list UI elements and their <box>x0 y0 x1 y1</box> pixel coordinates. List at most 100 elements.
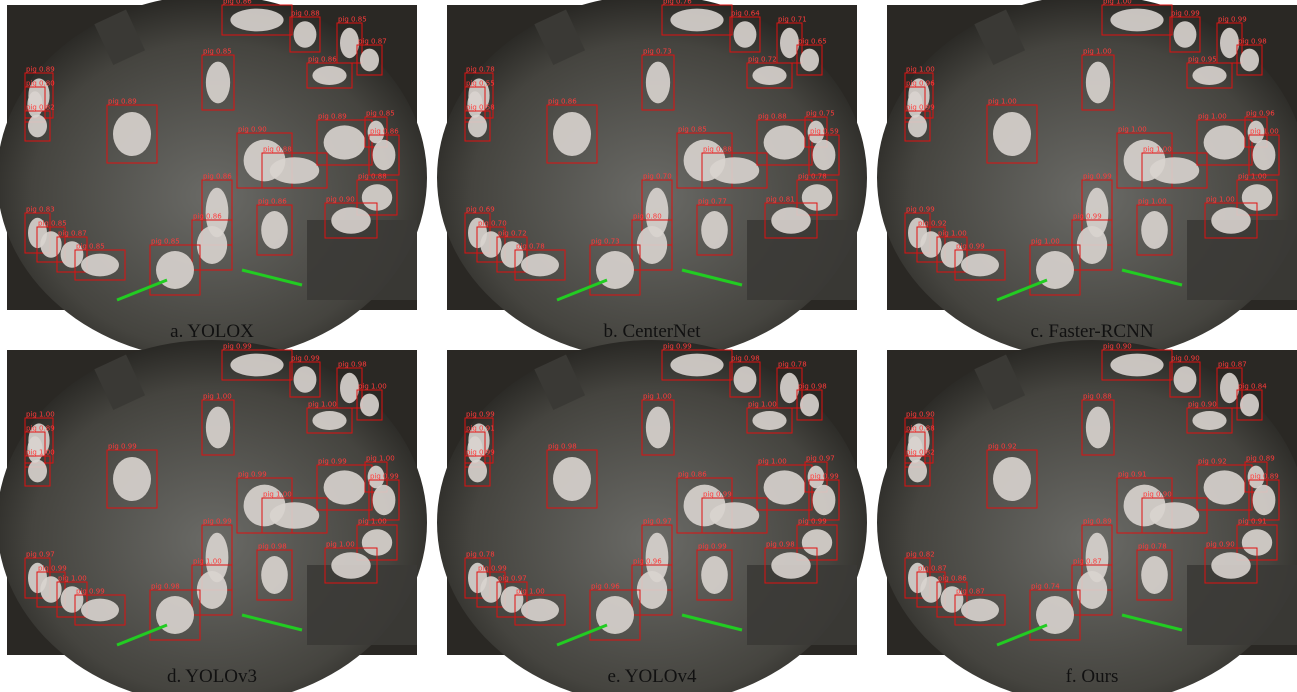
panel-caption: e. YOLOv4 <box>608 666 697 687</box>
detection-label: pig 0.89 <box>1246 455 1275 463</box>
pig <box>771 207 811 234</box>
pig <box>270 157 319 184</box>
detection-label: pig 0.72 <box>748 56 777 64</box>
pig <box>813 485 836 515</box>
detection-label: pig 0.99 <box>698 543 727 551</box>
detection-label: pig 0.99 <box>238 471 267 479</box>
figure-canvas: pig 0.86 pig 0.88 pig 0.85 pig 0.87 pig 0.86… <box>0 0 1297 692</box>
panel-caption: b. CenterNet <box>603 321 701 342</box>
detection-label: pig 0.91 <box>1238 518 1267 526</box>
detection-label: pig 0.88 <box>291 10 320 18</box>
pig <box>28 460 47 483</box>
detection-label: pig 0.86 <box>678 471 707 479</box>
detection-label: pig 0.99 <box>810 473 839 481</box>
pig <box>553 112 591 156</box>
pig <box>752 411 786 430</box>
pig <box>993 457 1031 501</box>
pig <box>1086 62 1110 104</box>
detection-label: pig 1.00 <box>58 575 87 583</box>
pig <box>1211 552 1251 579</box>
detection-label: pig 0.89 <box>318 113 347 121</box>
pig <box>646 407 670 449</box>
pig <box>312 411 346 430</box>
detection-label: pig 0.99 <box>906 104 935 112</box>
pig <box>373 140 396 170</box>
pig <box>710 502 759 529</box>
detection-label: pig 1.00 <box>263 491 292 499</box>
panel-caption: d. YOLOv3 <box>167 666 257 687</box>
detection-label: pig 0.78 <box>1138 543 1167 551</box>
detection-label: pig 0.96 <box>591 583 620 591</box>
panel: pig 0.99pig 0.98pig 0.78pig 0.98pig 1.00… <box>437 340 867 692</box>
pig <box>1110 354 1163 377</box>
detection-label: pig 1.00 <box>516 588 545 596</box>
pig <box>206 407 230 449</box>
pig <box>197 226 227 264</box>
detection-label: pig 1.00 <box>358 383 387 391</box>
pig <box>637 226 667 264</box>
detection-label: pig 0.86 <box>308 56 337 64</box>
detection-label: pig 0.78 <box>798 173 827 181</box>
pig <box>764 125 806 159</box>
detection-label: pig 0.87 <box>1218 361 1247 369</box>
pig <box>710 157 759 184</box>
pig <box>373 485 396 515</box>
detection-label: pig 0.76 <box>663 0 692 6</box>
detection-label: pig 0.88 <box>906 425 935 433</box>
detection-label: pig 0.90 <box>1103 343 1132 351</box>
pig <box>521 599 559 622</box>
pig <box>340 373 359 403</box>
pig <box>764 470 806 504</box>
detection-label: pig 0.98 <box>1238 38 1267 46</box>
pig <box>993 112 1031 156</box>
detection-label: pig 1.00 <box>1238 173 1267 181</box>
pig <box>331 552 371 579</box>
pig <box>1240 49 1259 72</box>
detection-label: pig 0.65 <box>798 38 827 46</box>
detection-label: pig 0.75 <box>806 110 835 118</box>
detection-label: pig 0.99 <box>1218 16 1247 24</box>
pig <box>800 49 819 72</box>
pig <box>230 9 283 32</box>
detection-label: pig 0.78 <box>466 66 495 74</box>
pig <box>813 140 836 170</box>
detection-label: pig 0.89 <box>108 98 137 106</box>
detection-label: pig 0.89 <box>26 425 55 433</box>
detection-label: pig 0.99 <box>76 588 105 596</box>
pen-wall <box>307 220 417 300</box>
detection-label: pig 0.97 <box>498 575 527 583</box>
detection-label: pig 0.97 <box>643 518 672 526</box>
detection-label: pig 0.85 <box>76 243 105 251</box>
pig <box>1077 226 1107 264</box>
detection-label: pig 1.00 <box>988 98 1017 106</box>
pig <box>1192 411 1226 430</box>
pig <box>670 354 723 377</box>
pig <box>1253 140 1276 170</box>
pig <box>908 460 927 483</box>
detection-label: pig 0.81 <box>766 196 795 204</box>
pig <box>961 254 999 277</box>
detection-label: pig 1.00 <box>1031 238 1060 246</box>
pig <box>230 354 283 377</box>
pig <box>780 373 799 403</box>
detection-label: pig 0.71 <box>778 16 807 24</box>
pig <box>1110 9 1163 32</box>
detection-label: pig 0.99 <box>223 343 252 351</box>
detection-label: pig 0.77 <box>698 198 727 206</box>
pig <box>734 366 757 393</box>
detection-label: pig 0.85 <box>151 238 180 246</box>
detection-label: pig 1.00 <box>366 455 395 463</box>
pig <box>1077 571 1107 609</box>
detection-label: pig 1.00 <box>1250 128 1279 136</box>
detection-label: pig 1.00 <box>1198 113 1227 121</box>
pig <box>961 599 999 622</box>
detection-label: pig 0.69 <box>466 206 495 214</box>
pig <box>261 211 288 249</box>
detection-label: pig 0.82 <box>906 551 935 559</box>
detection-label: pig 0.90 <box>326 196 355 204</box>
detection-label: pig 0.98 <box>548 443 577 451</box>
detection-label: pig 0.99 <box>1073 213 1102 221</box>
pig <box>1220 373 1239 403</box>
detection-label: pig 0.90 <box>906 411 935 419</box>
pig <box>1141 556 1168 594</box>
